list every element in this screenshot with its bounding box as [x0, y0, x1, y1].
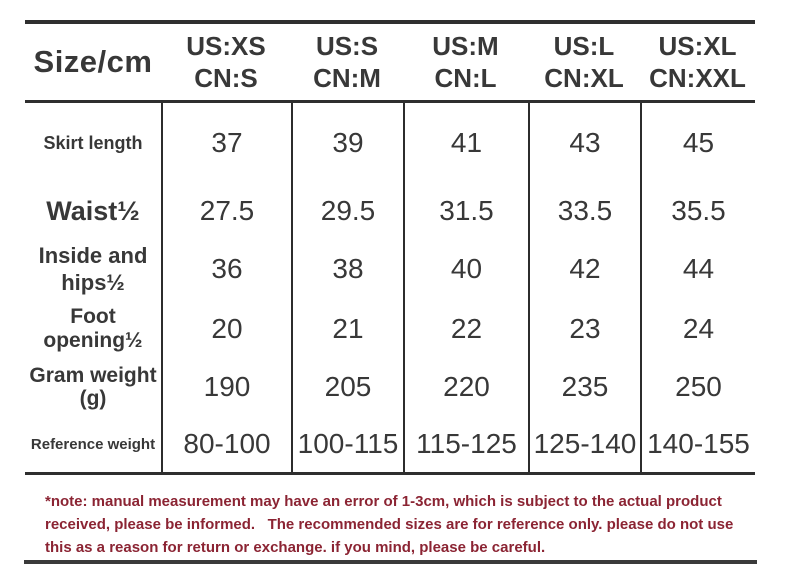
- row-label-foot-opening: Foot opening½: [43, 304, 143, 352]
- value-cell: 31.5: [403, 183, 528, 239]
- value-cell: 22: [403, 299, 528, 358]
- value-cell: 40: [403, 239, 528, 299]
- row-label-skirt-length: Skirt length: [43, 132, 143, 153]
- value-cell: 44: [640, 239, 755, 299]
- value-cell: 190: [161, 358, 291, 416]
- size-header-l: US:L CN:XL: [528, 24, 640, 100]
- value-cell: 235: [528, 358, 640, 416]
- table-body: Skirt length 37 39 41 43 45 Waist½ 27.5 …: [25, 103, 755, 475]
- size-header-s: US:S CN:M: [291, 24, 403, 100]
- size-chart-table: Size/cm US:XS CN:S US:S CN:M US:M CN:L U…: [25, 20, 755, 475]
- value-cell: 35.5: [640, 183, 755, 239]
- value-cell: 115-125: [403, 416, 528, 472]
- value-cell: 250: [640, 358, 755, 416]
- value-cell: 205: [291, 358, 403, 416]
- value-cell: 37: [161, 103, 291, 183]
- cn-size-label: CN:L: [434, 63, 497, 93]
- value-cell: 36: [161, 239, 291, 299]
- value-cell: 100-115: [291, 416, 403, 472]
- row-label-reference-weight: Reference weight: [30, 435, 156, 453]
- row-label-inside-hips: Inside and hips½: [38, 243, 148, 295]
- bottom-divider: [24, 560, 757, 564]
- us-size-label: US:XS: [186, 31, 266, 61]
- value-cell: 39: [291, 103, 403, 183]
- value-cell: 21: [291, 299, 403, 358]
- value-cell: 27.5: [161, 183, 291, 239]
- value-cell: 38: [291, 239, 403, 299]
- value-cell: 29.5: [291, 183, 403, 239]
- measurement-note: *note: manual measurement may have an er…: [45, 493, 738, 556]
- value-cell: 23: [528, 299, 640, 358]
- cn-size-label: CN:M: [313, 63, 381, 93]
- value-cell: 125-140: [528, 416, 640, 472]
- value-cell: 20: [161, 299, 291, 358]
- row-label-gram-weight: Gram weight (g): [29, 364, 157, 410]
- header-row: Size/cm US:XS CN:S US:S CN:M US:M CN:L U…: [25, 20, 755, 103]
- value-cell: 45: [640, 103, 755, 183]
- value-cell: 220: [403, 358, 528, 416]
- corner-label: Size/cm: [33, 44, 153, 79]
- size-header-xs: US:XS CN:S: [161, 24, 291, 100]
- value-cell: 140-155: [640, 416, 755, 472]
- value-cell: 24: [640, 299, 755, 358]
- cn-size-label: CN:XXL: [649, 63, 746, 93]
- value-cell: 42: [528, 239, 640, 299]
- value-cell: 41: [403, 103, 528, 183]
- value-cell: 33.5: [528, 183, 640, 239]
- us-size-label: US:M: [432, 31, 499, 61]
- row-label-waist: Waist½: [46, 195, 140, 226]
- value-cell: 43: [528, 103, 640, 183]
- cn-size-label: CN:S: [194, 63, 258, 93]
- us-size-label: US:XL: [658, 31, 737, 61]
- cn-size-label: CN:XL: [544, 63, 624, 93]
- us-size-label: US:L: [553, 31, 615, 61]
- size-header-m: US:M CN:L: [403, 24, 528, 100]
- us-size-label: US:S: [315, 31, 379, 61]
- size-header-xl: US:XL CN:XXL: [640, 24, 755, 100]
- value-cell: 80-100: [161, 416, 291, 472]
